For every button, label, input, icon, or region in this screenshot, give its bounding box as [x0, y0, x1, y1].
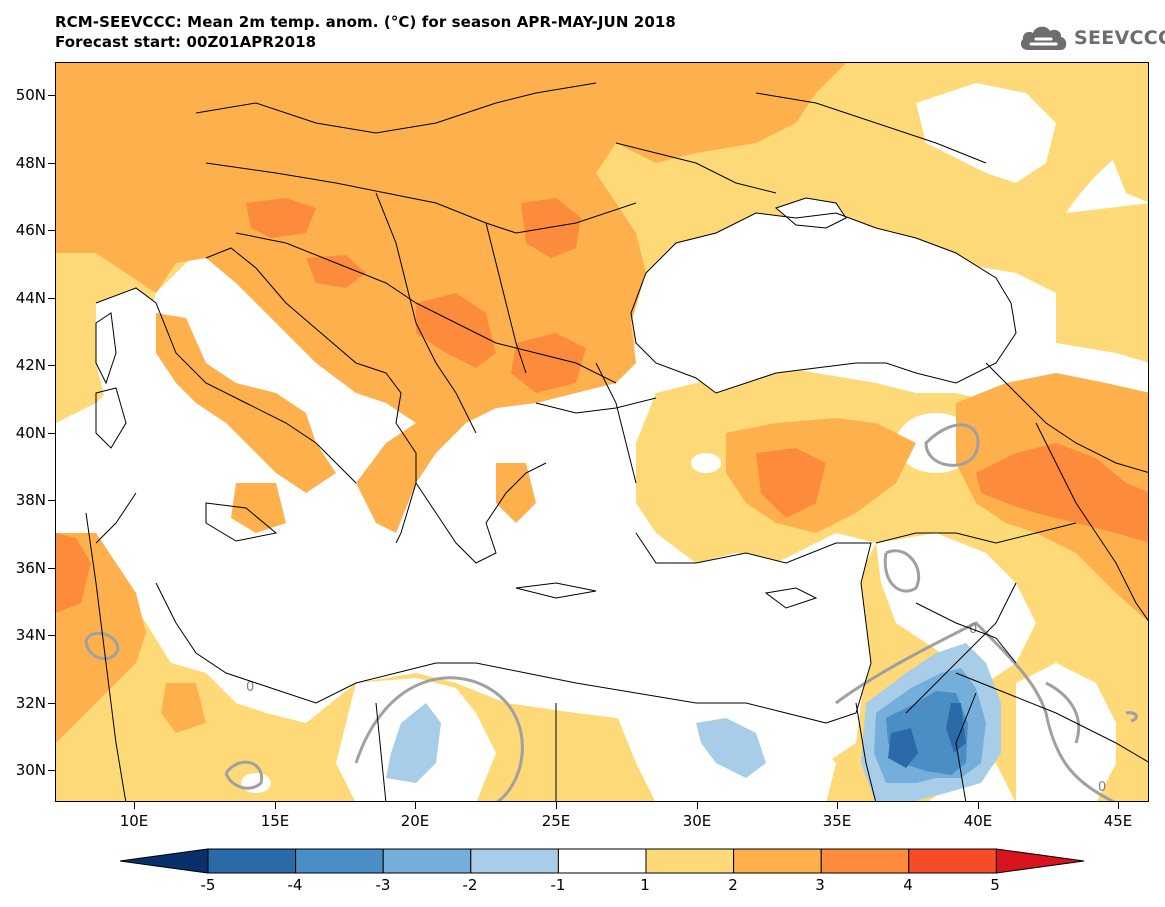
- colorbar-label: -3: [375, 876, 391, 894]
- map-title: RCM-SEEVCCC: Mean 2m temp. anom. (°C) fo…: [55, 12, 676, 52]
- colorbar-segment: [995, 848, 1085, 874]
- colorbar-label: 4: [903, 876, 913, 894]
- y-tick: [48, 703, 55, 704]
- x-tick: [1118, 802, 1119, 809]
- coastlines: [95, 197, 1017, 724]
- x-tick: [978, 802, 979, 809]
- contour-label-zero-3: 0: [1098, 780, 1106, 795]
- colorbar-label: 2: [728, 876, 738, 894]
- cloud-icon: [1020, 26, 1067, 50]
- lon-label: 25E: [541, 812, 571, 830]
- y-tick: [48, 770, 55, 771]
- lat-label: 34N: [15, 626, 46, 644]
- y-tick: [48, 298, 55, 299]
- lat-label: 50N: [15, 86, 46, 104]
- x-tick: [697, 802, 698, 809]
- colorbar-label: 3: [815, 876, 825, 894]
- title-line-1: RCM-SEEVCCC: Mean 2m temp. anom. (°C) fo…: [55, 13, 676, 31]
- colorbar-label: -5: [200, 876, 216, 894]
- anomaly-map: 0 0 0: [55, 62, 1149, 802]
- y-tick: [48, 95, 55, 96]
- colorbar-segment: [557, 848, 647, 874]
- y-tick: [48, 163, 55, 164]
- colorbar-label: 1: [640, 876, 650, 894]
- colorbar-segment: [645, 848, 735, 874]
- y-tick: [48, 500, 55, 501]
- colorbar: [120, 848, 1085, 874]
- lon-label: 30E: [682, 812, 712, 830]
- colorbar-label: -4: [287, 876, 303, 894]
- seevccc-logo: SEEVCCC: [1018, 22, 1165, 54]
- lon-label: 40E: [963, 812, 993, 830]
- sea-areas: [79, 83, 1116, 801]
- lon-label: 35E: [822, 812, 852, 830]
- x-tick: [134, 802, 135, 809]
- map-canvas: 0 0 0: [56, 63, 1148, 801]
- y-tick: [48, 230, 55, 231]
- y-tick: [48, 365, 55, 366]
- lat-label: 30N: [15, 761, 46, 779]
- colorbar-segment: [470, 848, 559, 874]
- lat-label: 40N: [15, 424, 46, 442]
- y-tick: [48, 433, 55, 434]
- lat-label: 48N: [15, 154, 46, 172]
- x-tick: [556, 802, 557, 809]
- lon-label: 10E: [119, 812, 149, 830]
- lat-label: 38N: [15, 491, 46, 509]
- lon-label: 20E: [400, 812, 430, 830]
- zero-contours: [84, 423, 1138, 801]
- lat-label: 46N: [15, 221, 46, 239]
- x-tick: [275, 802, 276, 809]
- lat-label: 42N: [15, 356, 46, 374]
- colorbar-segment: [295, 848, 384, 874]
- x-tick: [415, 802, 416, 809]
- colorbar-label: 5: [990, 876, 1000, 894]
- colorbar-segment: [733, 848, 822, 874]
- lat-label: 44N: [15, 289, 46, 307]
- lon-label: 15E: [260, 812, 290, 830]
- title-line-2: Forecast start: 00Z01APR2018: [55, 33, 317, 51]
- colorbar-segment: [820, 848, 910, 874]
- colorbar-segments: [120, 848, 1085, 874]
- colorbar-segment: [382, 848, 472, 874]
- y-tick: [48, 635, 55, 636]
- contour-label-zero-2: 0: [246, 680, 254, 695]
- y-tick: [48, 568, 55, 569]
- x-tick: [837, 802, 838, 809]
- lat-label: 32N: [15, 694, 46, 712]
- colorbar-segment: [908, 848, 997, 874]
- country-borders: [85, 82, 1148, 801]
- colorbar-label: -2: [462, 876, 478, 894]
- lat-label: 36N: [15, 559, 46, 577]
- colorbar-segment: [120, 848, 209, 874]
- colorbar-segment: [207, 848, 297, 874]
- anomaly-3-4-fill: [56, 198, 1148, 613]
- colorbar-label: -1: [550, 876, 566, 894]
- logo-text: SEEVCCC: [1074, 27, 1165, 49]
- lon-label: 45E: [1103, 812, 1133, 830]
